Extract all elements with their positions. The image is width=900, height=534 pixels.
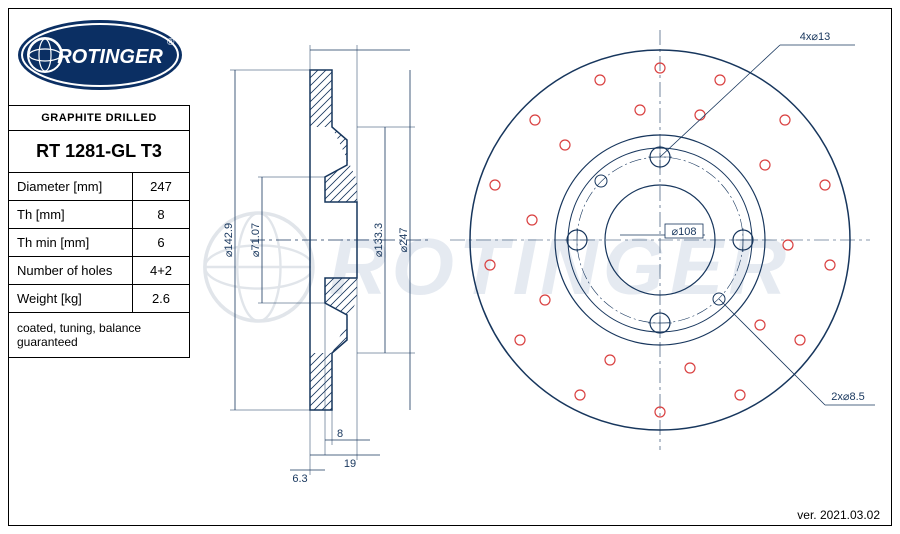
table-row: Weight [kg]2.6 (9, 285, 190, 313)
svg-text:⌀71.07: ⌀71.07 (250, 223, 262, 257)
side-view: ⌀142.9 ⌀71.07 ⌀133.3 ⌀247 6.3 8 19 (223, 45, 430, 485)
table-row: Number of holes4+2 (9, 257, 190, 285)
version-label: ver. 2021.03.02 (797, 508, 880, 522)
svg-text:⌀142.9: ⌀142.9 (223, 223, 235, 257)
table-row: Th [mm]8 (9, 201, 190, 229)
technical-drawing: ⌀142.9 ⌀71.07 ⌀133.3 ⌀247 6.3 8 19 (200, 10, 890, 500)
table-row: Th min [mm]6 (9, 229, 190, 257)
svg-text:2x⌀8.5: 2x⌀8.5 (831, 391, 865, 403)
spec-table: GRAPHITE DRILLED RT 1281-GL T3 Diameter … (8, 105, 190, 358)
notes: coated, tuning, balance guaranteed (9, 313, 190, 358)
svg-text:⌀133.3: ⌀133.3 (373, 223, 385, 257)
svg-text:19: 19 (344, 458, 356, 470)
svg-text:4x⌀13: 4x⌀13 (800, 31, 830, 43)
brand-logo: ROTINGER ® (15, 15, 185, 95)
svg-text:⌀247: ⌀247 (398, 228, 410, 253)
table-row: Diameter [mm]247 (9, 173, 190, 201)
svg-text:6.3: 6.3 (292, 473, 307, 485)
front-view: 4x⌀13 2x⌀8.5 ⌀108 (450, 30, 875, 450)
svg-text:®: ® (167, 37, 175, 48)
svg-text:8: 8 (337, 428, 343, 440)
svg-text:ROTINGER: ROTINGER (57, 46, 163, 68)
part-number: RT 1281-GL T3 (9, 131, 190, 173)
svg-text:⌀108: ⌀108 (672, 226, 697, 238)
subtitle: GRAPHITE DRILLED (9, 106, 190, 131)
